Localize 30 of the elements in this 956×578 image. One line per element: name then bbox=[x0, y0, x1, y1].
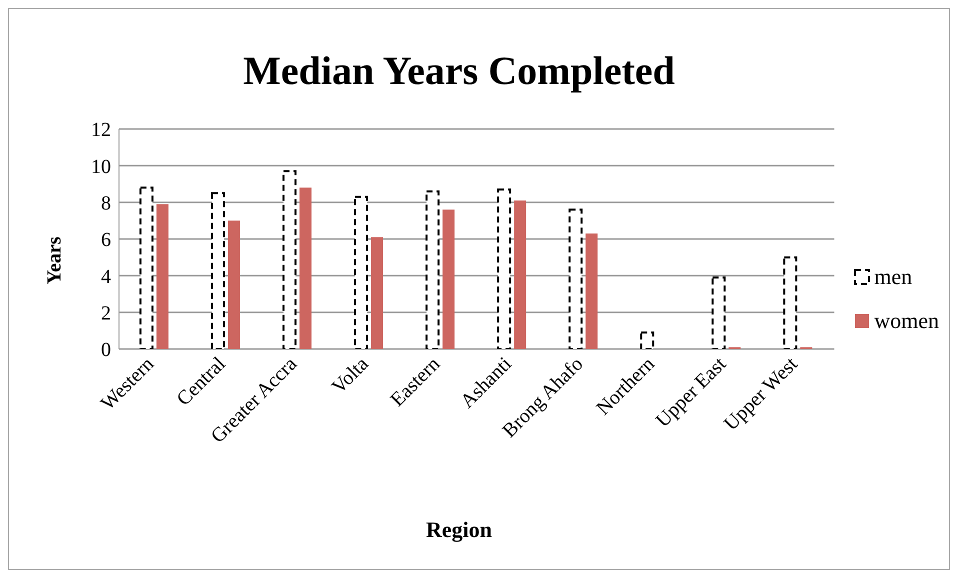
y-tick-label: 10 bbox=[91, 156, 111, 178]
bar bbox=[640, 332, 654, 349]
x-axis-title: Region bbox=[425, 517, 493, 543]
bar bbox=[300, 188, 312, 349]
bar bbox=[156, 204, 168, 349]
y-tick-label: 8 bbox=[101, 192, 111, 214]
legend-label: women bbox=[874, 308, 939, 334]
x-tick-label: Volta bbox=[328, 352, 373, 398]
bar bbox=[371, 237, 384, 349]
bar bbox=[783, 256, 798, 349]
legend-label: men bbox=[874, 264, 912, 290]
y-axis-title: Years bbox=[43, 236, 66, 284]
bar bbox=[497, 188, 512, 349]
bar bbox=[426, 190, 440, 349]
bar bbox=[282, 170, 297, 349]
bar bbox=[210, 192, 225, 349]
bar bbox=[228, 220, 240, 349]
bar bbox=[354, 196, 368, 349]
bar bbox=[586, 234, 598, 349]
y-tick-label: 12 bbox=[91, 119, 111, 142]
y-tick-label: 0 bbox=[101, 339, 111, 362]
y-tick-label: 2 bbox=[101, 302, 111, 324]
bar bbox=[568, 208, 583, 349]
bar bbox=[712, 276, 726, 349]
chart-title: Median Years Completed bbox=[242, 47, 676, 94]
bar bbox=[442, 210, 455, 349]
y-tick-label: 6 bbox=[101, 229, 111, 252]
bar bbox=[514, 200, 526, 349]
bar bbox=[139, 186, 154, 349]
y-tick-label: 4 bbox=[101, 266, 111, 288]
